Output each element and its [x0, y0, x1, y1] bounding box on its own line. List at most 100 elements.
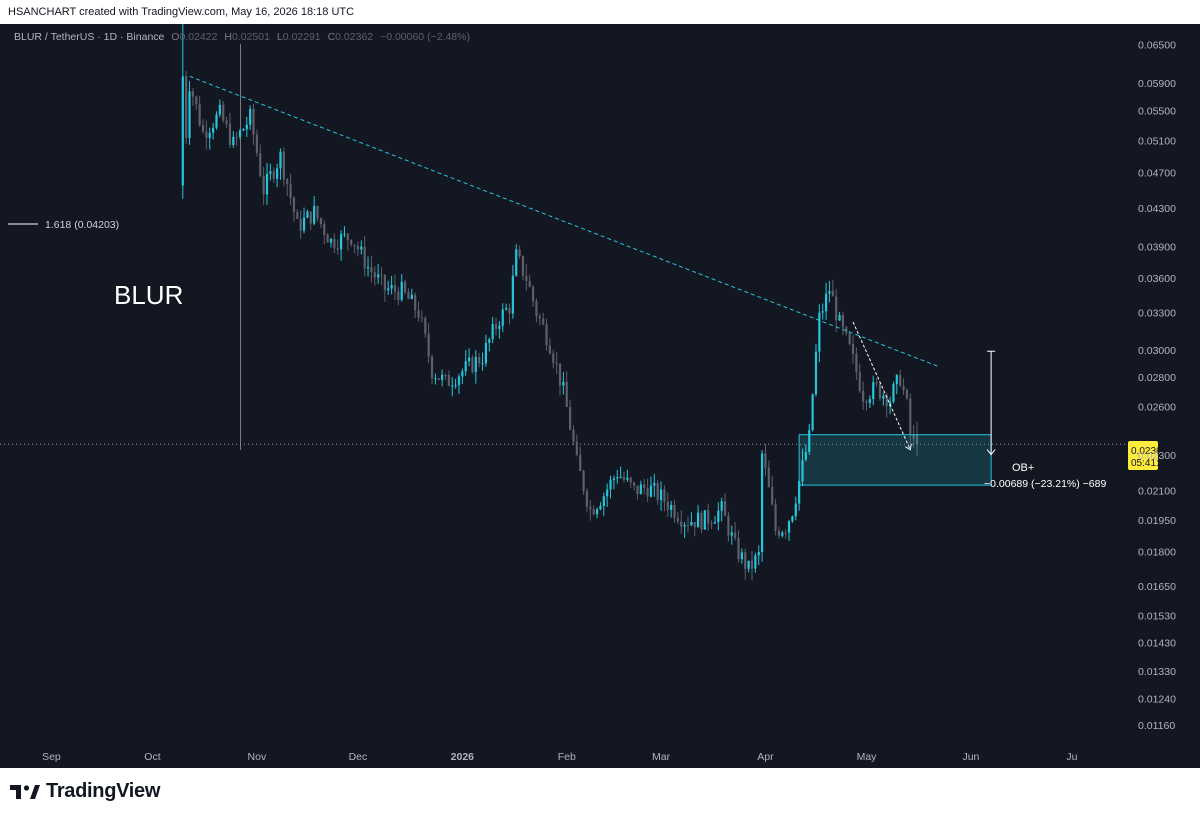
candle-body: [824, 293, 828, 312]
candle-body: [572, 429, 575, 442]
candle-body: [723, 501, 727, 516]
price-tag-countdown: 05:41:45: [1131, 458, 1170, 469]
candle-body: [710, 523, 713, 525]
candle-body: [616, 477, 619, 479]
candle-body: [659, 489, 663, 501]
candle-body: [599, 506, 602, 510]
candle-body: [454, 385, 457, 387]
candle-body: [686, 524, 690, 526]
candle-body: [562, 381, 565, 386]
candle-body: [397, 291, 400, 300]
candle-body: [754, 555, 757, 569]
candle-body: [666, 501, 669, 511]
candle-body: [238, 130, 242, 137]
candle-body: [902, 385, 905, 390]
candle-body: [528, 280, 531, 287]
tradingview-logo-icon: [10, 784, 40, 799]
candle-body: [494, 324, 498, 329]
candle-body: [232, 136, 235, 145]
candle-body: [575, 441, 578, 455]
candle-body: [612, 478, 615, 480]
candle-body: [201, 124, 205, 132]
candle-body: [289, 184, 292, 198]
y-axis-tick-label: 0.02100: [1138, 486, 1176, 498]
candle-body: [410, 294, 413, 300]
candle-body: [680, 521, 683, 527]
candle-body: [377, 274, 380, 278]
price-tag-price: 0.02362: [1131, 446, 1168, 457]
candle-body: [356, 246, 360, 250]
candle-body: [629, 477, 632, 483]
y-axis-tick-label: 0.01430: [1138, 637, 1176, 649]
candle-body: [292, 197, 296, 213]
candle-body: [185, 76, 188, 138]
candle-body: [265, 173, 269, 195]
candle-body: [875, 382, 878, 384]
x-axis-tick-label: Sep: [42, 751, 61, 763]
candle-body: [286, 179, 289, 185]
candle-body: [518, 249, 521, 256]
candle-body: [333, 238, 336, 249]
candle-body: [525, 275, 528, 281]
candle-body: [208, 132, 211, 138]
candle-body: [373, 272, 376, 278]
candle-body: [403, 281, 407, 292]
candle-body: [720, 501, 723, 511]
legend-open-label: O: [171, 31, 179, 43]
descending-trendline: [189, 75, 938, 367]
candle-body: [296, 212, 299, 219]
fib-level-label: 1.618 (0.04203): [45, 219, 119, 231]
candle-body: [727, 515, 730, 536]
y-axis-tick-label: 0.02800: [1138, 372, 1176, 384]
candle-body: [478, 356, 481, 364]
projection-arrow-line: [852, 321, 911, 450]
candle-body: [558, 363, 562, 386]
candle-body: [579, 454, 582, 472]
candle-body: [858, 372, 861, 391]
candle-body: [501, 309, 504, 326]
projection-arrowhead: [905, 443, 912, 451]
candle-body: [383, 275, 386, 291]
candle-body: [380, 274, 383, 276]
candle-body: [636, 485, 639, 495]
candle-body: [589, 506, 592, 510]
candle-body: [717, 510, 720, 523]
candle-body: [346, 233, 349, 240]
candle-body: [545, 324, 548, 346]
candle-body: [414, 294, 417, 311]
candle-body: [750, 560, 754, 569]
candle-body: [191, 91, 194, 97]
candle-body: [353, 244, 356, 247]
candle-body: [531, 286, 535, 302]
candle-body: [511, 275, 514, 314]
candle-body: [909, 398, 912, 435]
chart-svg[interactable]: BLUR / TetherUS · 1D · Binance O0.02422 …: [0, 24, 1200, 768]
candle-body: [269, 171, 272, 174]
candle-body: [309, 211, 312, 224]
tradingview-logo[interactable]: TradingView: [10, 780, 160, 803]
candle-body: [828, 291, 831, 294]
candle-body: [592, 509, 595, 515]
candle-body: [771, 487, 774, 505]
legend-close-label: C: [328, 31, 336, 43]
candle-body: [555, 363, 558, 365]
candle-body: [841, 315, 845, 328]
candle-body: [451, 385, 454, 387]
candle-body: [437, 378, 440, 380]
candle-body: [552, 353, 555, 364]
candle-body: [804, 451, 807, 460]
candle-body: [447, 375, 450, 386]
chart-pane[interactable]: BLUR / TetherUS · 1D · Binance O0.02422 …: [0, 24, 1200, 768]
candle-body: [505, 308, 508, 310]
candle-body: [670, 504, 673, 511]
candle-body: [693, 522, 696, 528]
candle-body: [363, 246, 366, 269]
x-axis-tick-label: Mar: [652, 751, 671, 763]
candle-body: [350, 239, 353, 245]
candle-body: [515, 249, 518, 276]
candle-body: [323, 223, 326, 235]
candle-body: [838, 315, 841, 321]
price-tag: [1128, 441, 1158, 470]
candle-body: [215, 114, 218, 128]
candle-body: [703, 510, 706, 530]
